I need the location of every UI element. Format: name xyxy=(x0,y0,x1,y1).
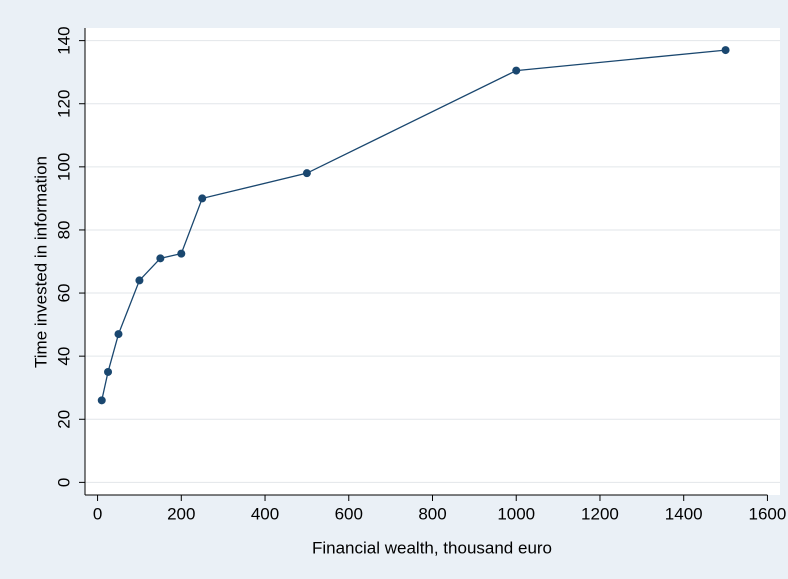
x-tick-label: 1200 xyxy=(581,504,619,523)
marker xyxy=(97,396,106,405)
y-tick-label: 100 xyxy=(54,153,73,181)
marker xyxy=(135,276,144,285)
x-tick-label: 200 xyxy=(167,504,195,523)
x-tick-label: 0 xyxy=(93,504,102,523)
x-axis-title: Financial wealth, thousand euro xyxy=(312,538,552,557)
y-tick-label: 120 xyxy=(54,90,73,118)
x-tick-label: 600 xyxy=(335,504,363,523)
marker xyxy=(177,249,186,258)
y-tick-label: 20 xyxy=(54,410,73,429)
marker xyxy=(721,46,730,55)
line xyxy=(101,49,726,401)
marker xyxy=(104,367,113,376)
x-tick-label: 1600 xyxy=(749,504,787,523)
marker xyxy=(302,169,311,178)
plot-area xyxy=(85,28,780,495)
marker xyxy=(512,66,521,75)
y-axis-title: Time invested in information xyxy=(31,156,50,368)
y-tick-label: 140 xyxy=(54,26,73,54)
x-tick-label: 400 xyxy=(251,504,279,523)
marker xyxy=(156,254,165,263)
y-tick-label: 0 xyxy=(54,478,73,487)
y-tick-label: 40 xyxy=(54,347,73,366)
x-tick-label: 1400 xyxy=(665,504,703,523)
y-tick-label: 80 xyxy=(54,220,73,239)
y-tick-label: 60 xyxy=(54,284,73,303)
x-tick-label: 1000 xyxy=(497,504,535,523)
marker xyxy=(198,194,207,203)
x-tick-label: 800 xyxy=(418,504,446,523)
marker xyxy=(114,330,123,339)
